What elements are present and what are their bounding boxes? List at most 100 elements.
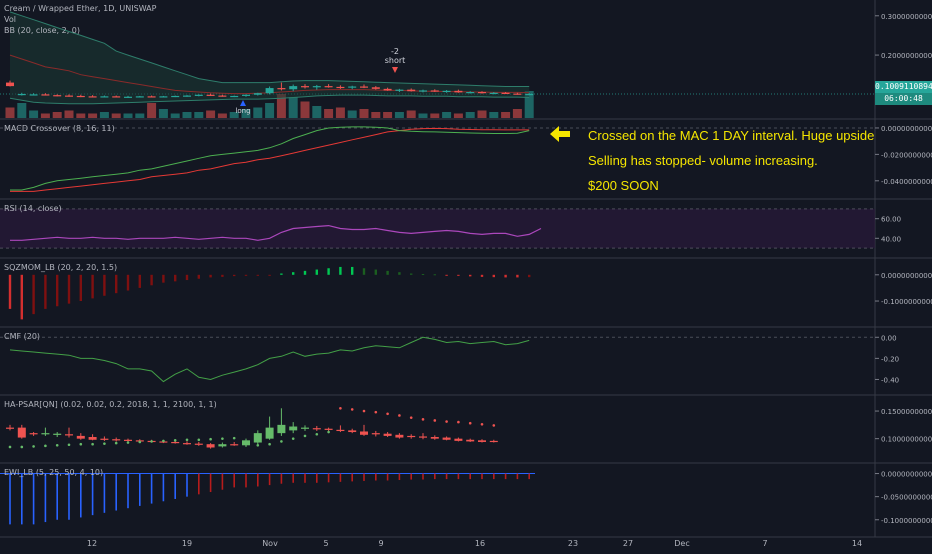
psar-dot [67,443,71,447]
ewi-bar [375,473,377,481]
ewi-bar [504,473,507,480]
ha-candle-body [100,438,109,440]
psar-dot [492,424,496,427]
ha-candle-body [277,424,286,434]
momentum-bar [67,274,71,304]
momentum-bar [339,266,342,275]
x-axis-label: 7 [762,539,767,548]
annotation-line-3: $200 SOON [588,178,659,193]
volume-bar [312,106,322,118]
volume-bar [5,107,15,118]
psar-dot [209,437,212,441]
candle-body [407,89,416,92]
ewi-bar [280,473,283,484]
volume-bar [442,112,452,118]
psar-dot [197,438,201,442]
psar-dot [398,414,401,417]
momentum-bar [504,274,507,278]
x-axis-label: Nov [262,539,278,548]
axis-tick-label: -0.20 [881,355,899,363]
ewi-bar [363,473,365,481]
candle-body [383,88,392,91]
volume-bar [206,110,216,118]
x-axis-label: 12 [87,539,97,548]
x-axis-label: 14 [852,539,862,548]
vol-label: Vol [4,15,16,24]
psar-dot [173,439,177,442]
bollinger-lower-line [9,94,530,105]
psar-dot [339,406,342,410]
momentum-bar [138,274,141,288]
candle-body [430,90,439,92]
ewi-bar [68,473,70,520]
psar-dot [114,441,118,445]
short-signal-word: short [385,56,406,65]
ewi-bar [127,473,129,509]
ha-candle-body [454,438,463,441]
psar-dot [386,412,389,416]
volume-bar [241,109,251,118]
candle-body [17,93,26,96]
x-axis-label: 9 [378,539,383,548]
ha-candle-body [348,430,357,433]
ewi-bar [209,473,212,493]
ha-candle-body [360,431,368,435]
momentum-bar [303,270,307,275]
x-axis-label: 19 [182,539,192,548]
volume-bar [182,112,192,118]
volume-bar [194,112,204,118]
volume-bar [64,110,74,118]
psar-dot [44,444,47,448]
x-axis-label: 27 [623,539,633,548]
volume-bar [394,112,404,118]
ewi-bar [434,473,436,480]
axis-tick-label: 0.2000000000 [881,52,932,60]
axis-tick-label: 0.0000000000 [881,272,932,280]
ewi-bar [481,473,483,480]
candle-body [466,92,475,94]
ha-candle-body [124,439,132,441]
volume-bar [335,107,345,118]
psar-dot [327,430,330,434]
psar-dot [32,445,35,448]
candle-body [88,96,97,98]
momentum-bar [221,274,224,277]
ewi-bar [32,473,35,525]
x-axis-label: 23 [568,539,578,548]
candle-body [336,86,345,89]
candle-body [312,86,321,88]
volume-bar [524,91,534,118]
candle-body [100,96,109,98]
candle-body [419,90,427,92]
rsi-line [10,224,542,241]
momentum-bar [280,273,283,275]
momentum-bar [480,274,484,277]
momentum-bar [433,274,436,276]
momentum-bar [528,274,531,278]
volume-bar [465,112,475,118]
ha-candle-body [289,426,298,431]
ha-candle-body [17,427,26,438]
ha-candle-body [442,437,451,440]
ha-candle-body [242,440,250,446]
ha-candle-body [230,444,239,446]
psar-dot [362,409,366,413]
ha-candle-body [466,439,475,442]
ha-candle-body [194,443,203,445]
candle-body [489,92,498,94]
volume-bar [170,113,180,118]
short-signal-arrow [392,67,398,73]
momentum-bar [244,274,248,276]
panel-title: CMF (20) [4,332,40,341]
ewi-bar [233,473,235,488]
ha-candle-body [171,441,180,444]
x-axis-label: 5 [323,539,328,548]
ewi-bar [186,473,188,497]
ha-candle-body [183,443,191,445]
axis-tick-label: 40.00 [881,235,901,243]
ewi-bar [316,473,318,483]
ewi-bar [327,473,330,483]
momentum-bar [126,274,130,291]
